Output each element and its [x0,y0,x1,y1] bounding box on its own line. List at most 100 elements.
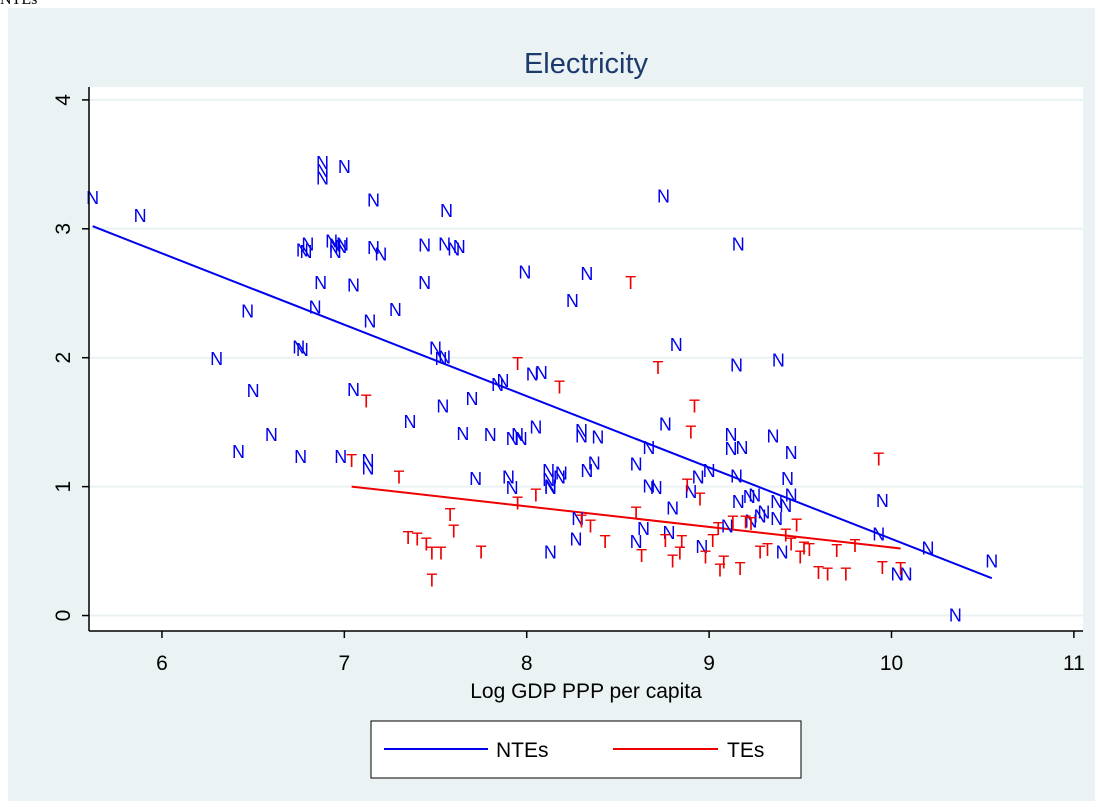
point-marker-ntes: N [555,464,568,484]
point-marker-tes: T [667,551,678,571]
point-marker-ntes: N [526,364,539,384]
point-marker-ntes: N [134,206,147,226]
point-marker-ntes: N [779,496,792,516]
point-marker-ntes: N [890,564,903,584]
point-marker-tes: T [636,546,647,566]
fit-line-ntes [92,225,993,580]
point-marker-ntes: N [770,509,783,529]
corner-caption: NTEs [0,0,37,9]
point-marker-ntes: N [580,461,593,481]
point-marker-ntes: N [491,375,504,395]
point-marker-ntes: N [721,517,734,537]
point-marker-ntes: N [362,459,375,479]
point-marker-ntes: N [325,232,338,252]
point-marker-ntes: N [241,301,254,321]
point-marker-ntes: N [440,201,453,221]
point-marker-tes: T [660,531,671,551]
point-marker-ntes: N [575,426,588,446]
point-marker-ntes: N [466,389,479,409]
legend-label-tes: TEs [727,739,764,762]
point-marker-ntes: N [247,381,260,401]
point-marker-tes: T [746,514,757,534]
point-marker-tes: T [421,535,432,555]
point-marker-tes: T [676,532,687,552]
point-marker-ntes: N [876,491,889,511]
point-marker-ntes: N [659,415,672,435]
point-marker-tes: T [840,564,851,584]
point-marker-ntes: N [642,477,655,497]
point-marker-ntes: N [695,537,708,557]
point-marker-ntes: N [569,529,582,549]
point-marker-tes: T [798,538,809,558]
point-marker-tes: T [895,559,906,579]
point-marker-ntes: N [785,486,798,506]
point-marker-ntes: N [367,190,380,210]
point-marker-tes: T [700,548,711,568]
point-marker-ntes: N [745,511,758,531]
point-marker-tes: T [394,468,405,488]
point-marker-ntes: N [776,542,789,562]
point-marker-tes: T [689,397,700,417]
point-marker-ntes: N [469,469,482,489]
point-marker-ntes: N [535,363,548,383]
point-marker-ntes: N [754,506,767,526]
point-marker-tes: T [682,475,693,495]
point-marker-ntes: N [642,438,655,458]
point-marker-ntes: N [329,236,342,256]
plot-area [89,87,1083,631]
point-marker-tes: T [804,540,815,560]
point-marker-tes: T [791,515,802,535]
point-marker-tes: T [554,377,565,397]
point-marker-ntes: N [316,169,329,189]
point-marker-tes: T [625,273,636,293]
point-marker-ntes: N [301,234,314,254]
point-marker-ntes: N [781,469,794,489]
point-marker-ntes: N [921,538,934,558]
point-marker-ntes: N [403,412,416,432]
point-marker-ntes: N [591,428,604,448]
point-marker-ntes: N [86,188,99,208]
point-marker-ntes: N [544,478,557,498]
point-marker-ntes: N [374,245,387,265]
point-marker-tes: T [512,493,523,513]
point-marker-ntes: N [730,355,743,375]
point-marker-ntes: N [210,349,223,369]
point-marker-ntes: N [985,551,998,571]
point-marker-tes: T [426,571,437,591]
point-marker-ntes: N [515,429,528,449]
point-marker-tes: T [735,559,746,579]
point-marker-tes: T [631,504,642,524]
point-marker-ntes: N [650,478,663,498]
point-marker-ntes: N [684,482,697,502]
point-marker-ntes: N [316,161,329,181]
point-marker-tes: T [727,513,738,533]
point-marker-ntes: N [294,447,307,467]
point-marker-tes: T [346,451,357,471]
point-marker-ntes: N [418,273,431,293]
point-marker-ntes: N [732,492,745,512]
point-marker-tes: T [694,490,705,510]
point-marker-ntes: N [630,532,643,552]
point-marker-tes: T [426,544,437,564]
point-marker-tes: T [740,513,751,533]
point-marker-ntes: N [724,439,737,459]
point-marker-ntes: N [657,187,670,207]
point-marker-ntes: N [347,276,360,296]
point-marker-ntes: N [743,487,756,507]
x-tick-label: 6 [156,652,168,675]
point-marker-tes: T [762,540,773,560]
point-marker-ntes: N [296,241,309,261]
point-marker-ntes: N [511,425,524,445]
x-axis-label: Log GDP PPP per capita [470,680,702,703]
point-marker-tes: T [786,535,797,555]
point-marker-ntes: N [338,157,351,177]
point-marker-ntes: N [692,468,705,488]
point-marker-ntes: N [770,492,783,512]
point-marker-ntes: N [436,397,449,417]
point-marker-ntes: N [418,236,431,256]
fit-line-tes [351,485,901,550]
point-marker-ntes: N [334,237,347,257]
grid-lines [89,98,1083,617]
point-marker-tes: T [512,354,523,374]
point-marker-ntes: N [296,340,309,360]
